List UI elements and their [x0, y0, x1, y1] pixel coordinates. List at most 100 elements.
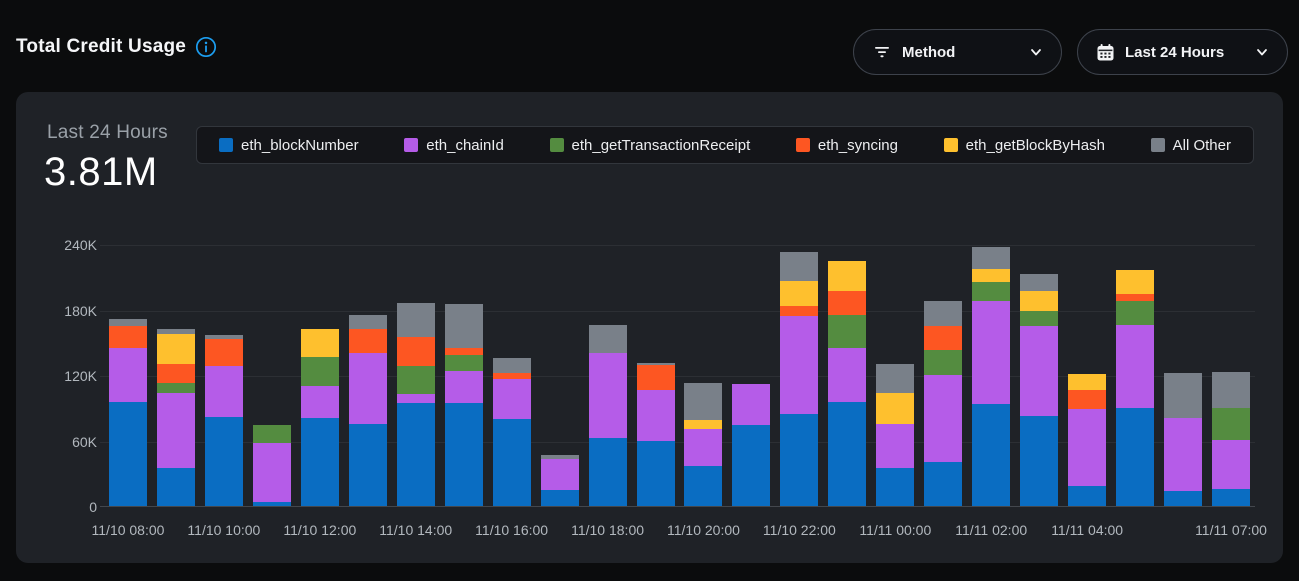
bar-segment-eth-blockNumber [876, 467, 915, 507]
legend-item-eth-getTransactionReceipt[interactable]: eth_getTransactionReceipt [549, 136, 751, 154]
bar-segment-eth-getBlockByHash [1020, 291, 1059, 311]
bar-segment-eth-chainId [348, 352, 387, 425]
time-range-dropdown[interactable]: Last 24 Hours [1077, 29, 1288, 75]
legend-item-eth-chainId[interactable]: eth_chainId [404, 137, 504, 154]
bar-segment-eth-getBlockByHash [684, 420, 723, 430]
bar-segment-eth-blockNumber [1020, 416, 1059, 507]
bar-11-11-00-00[interactable] [876, 364, 915, 507]
bar-segment-All Other [492, 358, 531, 373]
bar-11-10-21-00[interactable] [732, 384, 771, 507]
bar-11-10-22-00[interactable] [780, 252, 819, 507]
bar-segment-All Other [636, 362, 675, 365]
bar-11-10-16-00[interactable] [492, 358, 531, 507]
bar-segment-eth-blockNumber [252, 501, 291, 507]
info-icon[interactable] [195, 36, 217, 58]
bar-11-10-20-00[interactable] [684, 383, 723, 507]
bar-11-11-01-00[interactable] [924, 301, 963, 507]
bar-segment-eth-chainId [828, 347, 867, 403]
bar-segment-eth-blockNumber [1212, 488, 1251, 507]
legend-label: eth_getBlockByHash [965, 136, 1105, 154]
legend-swatch [549, 138, 564, 152]
bar-segment-eth-getBlockByHash [156, 334, 195, 365]
gridline [100, 310, 1255, 312]
bar-11-10-09-00[interactable] [156, 329, 195, 507]
credit-usage-card: Last 24 Hours 3.81M eth_blockNumber eth_c… [16, 92, 1283, 563]
legend-swatch [404, 138, 419, 152]
page-header: Total Credit Usage [16, 36, 217, 58]
legend-label: eth_chainId [426, 136, 504, 154]
y-axis-label: 240K [64, 237, 97, 253]
method-filter-dropdown[interactable]: Method [853, 29, 1062, 75]
y-axis-label: 60K [72, 433, 97, 450]
bar-segment-eth-getTransactionReceipt [1212, 408, 1251, 441]
bar-segment-eth-chainId [252, 443, 291, 502]
legend-label: eth_getTransactionReceipt [571, 136, 751, 154]
chevron-down-icon [1257, 49, 1267, 56]
bar-segment-eth-blockNumber [156, 468, 195, 507]
bar-11-11-02-00[interactable] [972, 246, 1011, 507]
x-axis-label: 11/10 10:00 [187, 522, 261, 538]
bar-segment-eth-blockNumber [972, 404, 1011, 507]
bar-segment-eth-syncing [828, 291, 867, 315]
bar-11-10-17-00[interactable] [540, 455, 579, 507]
legend-swatch [795, 138, 810, 152]
bar-segment-eth-syncing [780, 305, 819, 316]
legend-item-eth-getBlockByHash[interactable]: eth_getBlockByHash [943, 136, 1105, 154]
bar-segment-eth-chainId [396, 394, 435, 404]
bar-segment-All Other [876, 364, 915, 394]
bar-segment-eth-syncing [396, 337, 435, 366]
bar-11-10-13-00[interactable] [348, 314, 387, 507]
bar-segment-eth-syncing [156, 364, 195, 384]
time-range-label: Last 24 Hours [1125, 43, 1225, 61]
bar-segment-eth-getBlockByHash [828, 261, 867, 292]
bar-segment-All Other [972, 246, 1011, 269]
bar-segment-eth-blockNumber [204, 416, 243, 507]
bar-segment-eth-getTransactionReceipt [1116, 301, 1155, 326]
bar-segment-eth-chainId [924, 374, 963, 462]
bar-segment-eth-chainId [540, 459, 579, 490]
method-filter-label: Method [902, 43, 956, 61]
x-axis-label: 11/11 02:00 [955, 522, 1028, 538]
bar-segment-eth-chainId [1020, 325, 1059, 417]
bar-11-10-19-00[interactable] [636, 362, 675, 507]
bar-segment-All Other [780, 252, 819, 282]
bar-segment-eth-blockNumber [492, 419, 531, 507]
bar-segment-eth-syncing [492, 372, 531, 380]
bar-11-10-11-00[interactable] [252, 425, 291, 507]
bar-segment-eth-syncing [444, 348, 483, 355]
bar-segment-eth-chainId [588, 353, 627, 438]
bar-11-10-08-00[interactable] [108, 318, 147, 507]
bar-segment-eth-blockNumber [780, 414, 819, 507]
bar-11-10-12-00[interactable] [300, 329, 339, 507]
bar-segment-eth-getTransactionReceipt [828, 314, 867, 348]
bar-11-10-10-00[interactable] [204, 334, 243, 507]
bar-segment-eth-chainId [1212, 440, 1251, 489]
bar-11-11-03-00[interactable] [1020, 273, 1059, 507]
bar-11-10-14-00[interactable] [396, 303, 435, 507]
bar-segment-eth-syncing [1116, 293, 1155, 302]
bar-segment-eth-chainId [732, 384, 771, 426]
legend-item-eth-blockNumber[interactable]: eth_blockNumber [219, 137, 359, 154]
gridline [100, 245, 1255, 246]
legend-item-All Other[interactable]: All Other [1150, 137, 1231, 154]
bar-segment-eth-getBlockByHash [972, 268, 1011, 283]
calendar-icon [1097, 43, 1114, 60]
bar-11-11-06-00[interactable] [1164, 373, 1203, 507]
bar-segment-eth-chainId [108, 347, 147, 403]
stacked-bar-chart: 0 60K 120K 180K 240K 11/10 08:00 11/10 10:00 11… [64, 237, 1267, 538]
bar-11-11-04-00[interactable] [1068, 374, 1107, 507]
legend-item-eth-syncing[interactable]: eth_syncing [795, 137, 898, 154]
x-axis-label: 11/10 22:00 [762, 522, 836, 538]
bar-11-10-23-00[interactable] [828, 261, 867, 507]
bar-segment-eth-getTransactionReceipt [396, 365, 435, 395]
bar-segment-eth-chainId [1164, 418, 1203, 492]
gridline [100, 441, 1255, 443]
bar-11-11-07-00[interactable] [1212, 371, 1251, 507]
bar-segment-All Other [204, 334, 243, 339]
bar-11-11-05-00[interactable] [1116, 269, 1155, 507]
bar-segment-eth-blockNumber [396, 403, 435, 507]
bar-11-10-18-00[interactable] [588, 324, 627, 507]
bar-11-10-15-00[interactable] [444, 303, 483, 507]
bar-segment-All Other [108, 318, 147, 326]
x-axis-label: 11/10 18:00 [571, 522, 645, 538]
